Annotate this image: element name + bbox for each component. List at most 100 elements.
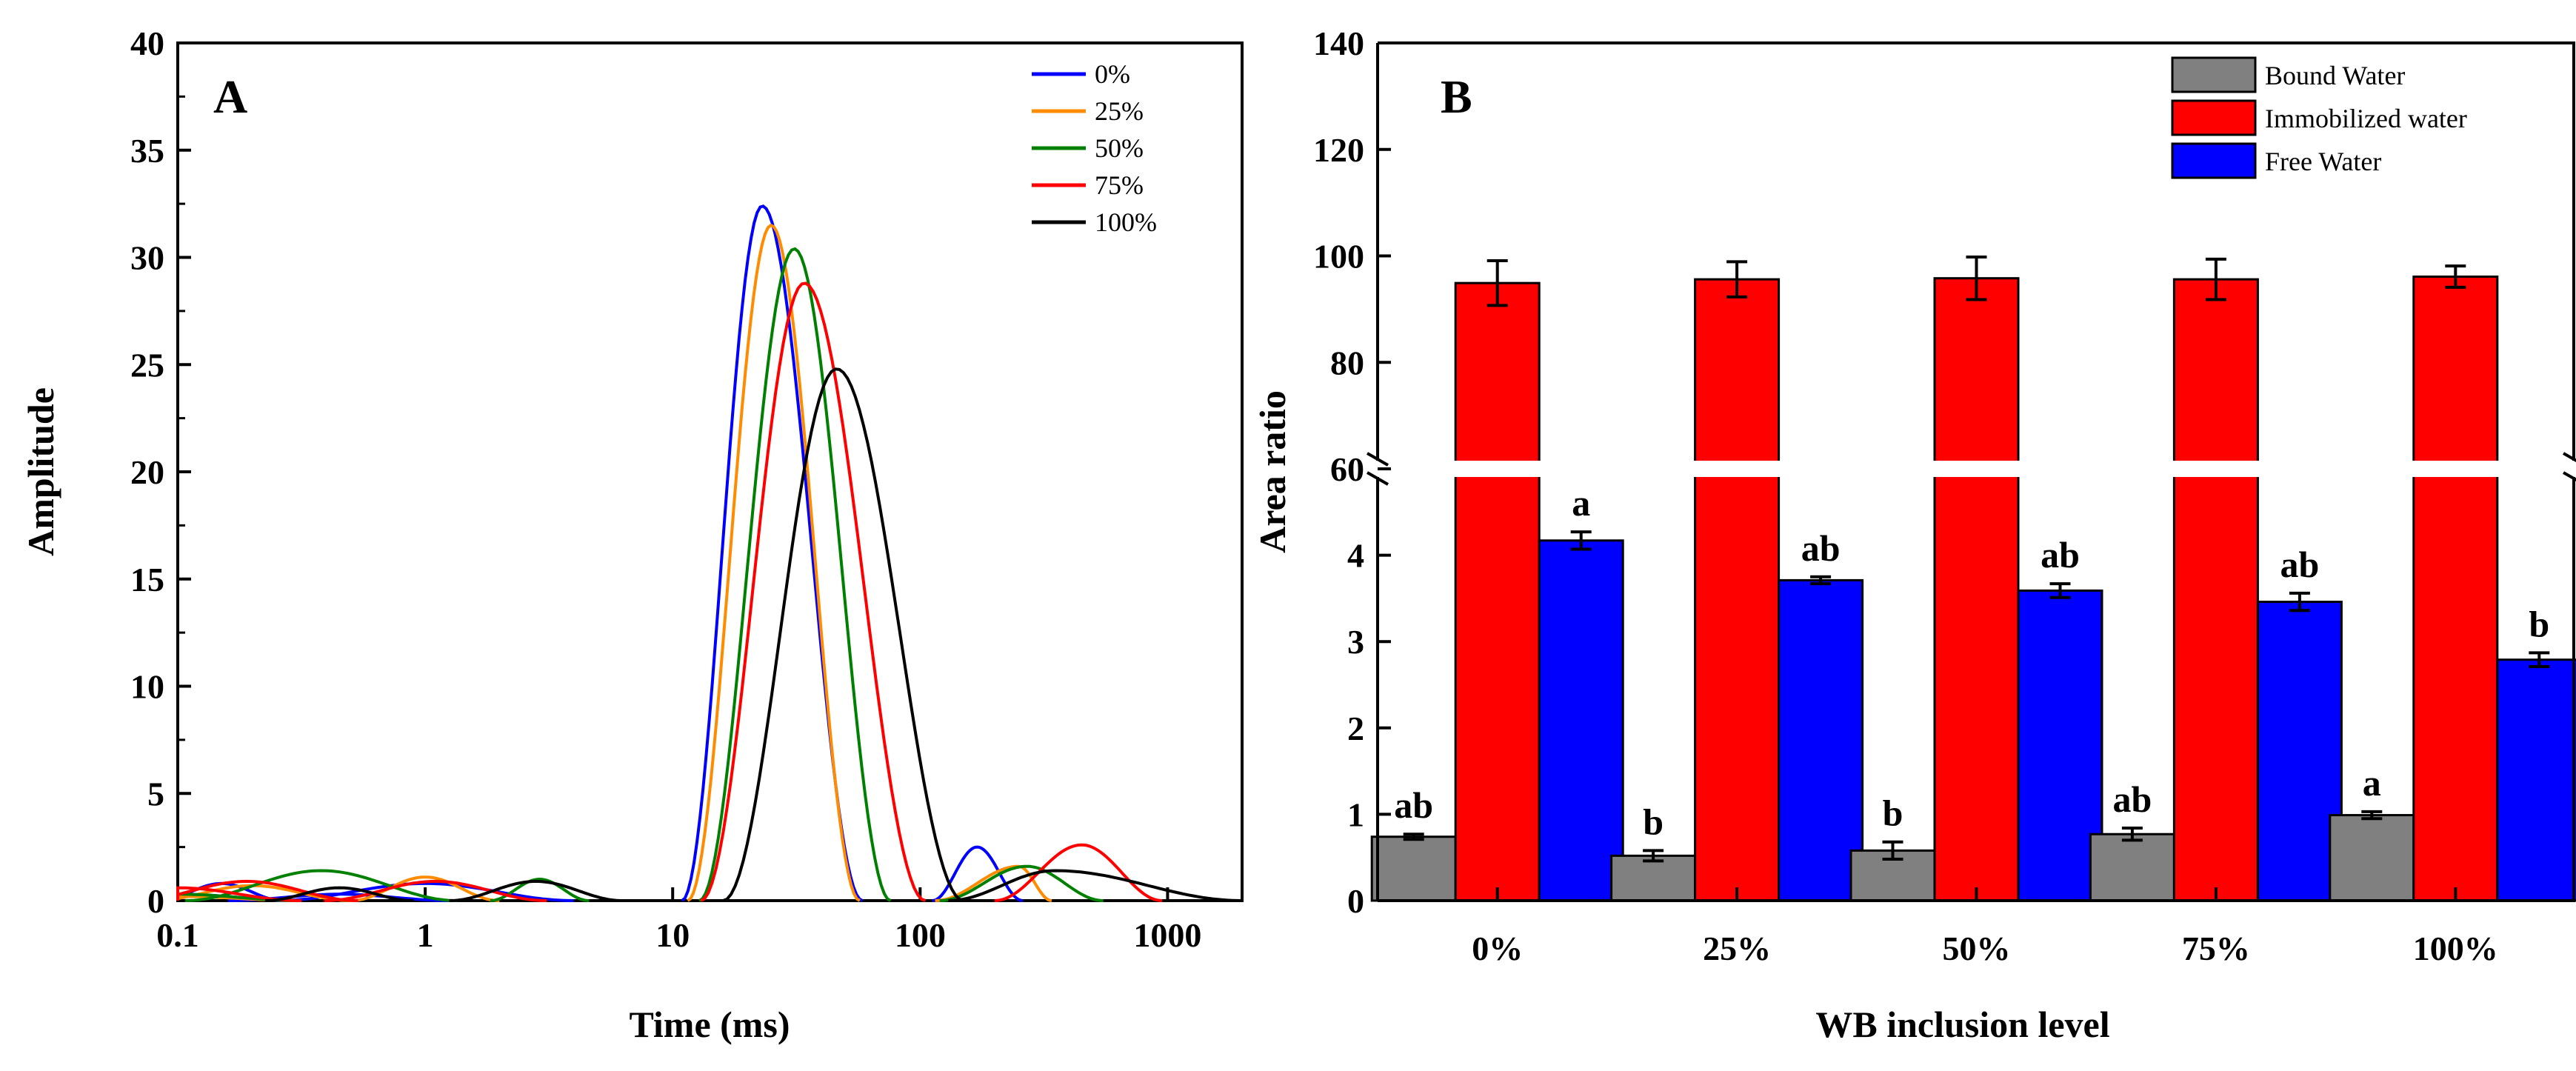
y-tick-label: 120 [1313, 131, 1364, 169]
legend-label: 50% [1095, 133, 1144, 163]
bar-Bound Water [2329, 814, 2415, 902]
panel-b-x-axis-title: WB inclusion level [1815, 1004, 2109, 1045]
bar-Immobilized water [2172, 278, 2259, 902]
panel-b-bars [1370, 276, 2576, 902]
panel-a-plot-frame [176, 41, 1244, 902]
bar-Free Water [2017, 589, 2103, 902]
y-tick-label: 1 [1347, 795, 1364, 833]
legend-label: 0% [1095, 59, 1130, 89]
series-line-0% [932, 845, 1024, 902]
y-tick-label: 30 [130, 239, 164, 277]
x-tick-label: 1 [417, 916, 434, 954]
x-tick-label: 0.1 [156, 916, 199, 954]
x-tick-label: 50% [1943, 930, 2011, 967]
y-tick-label: 35 [130, 132, 164, 170]
legend-swatch [2171, 56, 2257, 93]
bar-Free Water [1538, 539, 1624, 902]
y-tick-label: 0 [1347, 882, 1364, 920]
panel-a-y-ticks: 0 5 10 15 20 25 30 35 40 [130, 24, 191, 920]
legend-label: Free Water [2265, 147, 2381, 176]
y-tick-label: 2 [1347, 710, 1364, 747]
significance-letter: b [1643, 801, 1664, 842]
legend-label: 25% [1095, 96, 1144, 126]
legend-label: 75% [1095, 170, 1144, 200]
bar-Immobilized water [1933, 277, 2020, 902]
significance-letter: ab [2280, 544, 2319, 585]
series-line-100% [722, 367, 964, 902]
y-tick-label: 10 [130, 668, 164, 706]
y-tick-label: 4 [1347, 537, 1364, 575]
panel-a-label: A [213, 70, 247, 123]
series-line-100% [948, 869, 1243, 902]
y-tick-label: 5 [147, 775, 164, 813]
x-tick-label: 100% [2413, 930, 2498, 967]
significance-letter: b [2529, 603, 2549, 644]
panel-b-legend: Bound Water Immobilized water Free Water [2161, 50, 2572, 193]
legend-swatch [2171, 99, 2257, 136]
y-tick-label: 0 [147, 882, 164, 920]
series-line-75% [176, 879, 358, 902]
panel-a-x-axis-title: Time (ms) [629, 1004, 790, 1045]
panel-a-line-chart: 0 5 10 15 20 25 30 35 40 0.1 1 10 100 1000 A Time (m… [20, 24, 1244, 1045]
panel-b-y-axis-title: Area ratio [1252, 390, 1293, 553]
x-tick-label: 1000 [1133, 916, 1201, 954]
bar-Free Water [1778, 578, 1864, 902]
significance-letter: ab [1394, 784, 1433, 826]
axis-break-mark [2563, 452, 2576, 463]
panel-b-error-bars [1403, 255, 2550, 863]
axis-break-gap [1378, 461, 2575, 477]
panel-b-x-ticks: 0% 25% 50% 75% 100% [1472, 887, 2498, 967]
significance-letter: a [2363, 762, 2381, 804]
legend-label: Bound Water [2265, 61, 2405, 90]
bar-Bound Water [1610, 854, 1697, 902]
significance-letter: ab [1801, 527, 1841, 569]
x-tick-label: 75% [2182, 930, 2250, 967]
significance-letter: ab [2112, 778, 2152, 820]
panel-a-x-ticks: 0.1 1 10 100 1000 [156, 887, 1201, 954]
series-line-100% [265, 886, 414, 902]
series-line-25% [935, 864, 1052, 902]
bar-Free Water [2256, 601, 2343, 902]
bar-Bound Water [1370, 835, 1457, 902]
series-line-25% [687, 223, 861, 902]
y-tick-label: 80 [1330, 344, 1364, 381]
bar-Free Water [2496, 658, 2576, 902]
x-tick-label: 0% [1472, 930, 1523, 967]
panel-b-label: B [1441, 70, 1472, 123]
x-tick-label: 25% [1703, 930, 1771, 967]
legend-label: 100% [1095, 207, 1157, 237]
series-line-50% [939, 864, 1104, 902]
x-tick-label: 100 [895, 916, 946, 954]
axis-break-mark [1367, 452, 1389, 467]
y-tick-label: 60 [1330, 450, 1364, 488]
series-line-50% [698, 247, 892, 902]
significance-letter: ab [2041, 534, 2080, 575]
panel-b-y-ticks: 60 80 100 120 140 0 1 2 3 4 [1313, 24, 1391, 920]
bar-Bound Water [2089, 833, 2175, 902]
y-tick-label: 20 [130, 453, 164, 491]
bar-Immobilized water [1694, 278, 1781, 902]
panel-a-y-axis-title: Amplitude [20, 387, 61, 556]
legend-label: Immobilized water [2265, 104, 2467, 133]
series-line-75% [700, 281, 927, 902]
x-tick-label: 10 [655, 916, 690, 954]
significance-letter: a [1572, 482, 1590, 524]
y-tick-label: 25 [130, 346, 164, 384]
significance-letter: b [1883, 793, 1903, 834]
axis-break-mark [2563, 471, 2576, 482]
bar-Immobilized water [2412, 276, 2499, 902]
panel-a-legend: 0% 25% 50% 75% 100% [1032, 59, 1157, 237]
bar-Immobilized water [1454, 281, 1541, 902]
y-tick-label: 3 [1347, 623, 1364, 661]
y-tick-label: 140 [1313, 24, 1364, 62]
y-tick-label: 15 [130, 561, 164, 598]
legend-swatch [2171, 142, 2257, 179]
series-line-75% [994, 843, 1163, 902]
series-line-100% [449, 879, 623, 902]
y-tick-label: 40 [130, 24, 164, 62]
panel-a-series-lines [176, 204, 1243, 902]
series-line-75% [324, 879, 547, 902]
